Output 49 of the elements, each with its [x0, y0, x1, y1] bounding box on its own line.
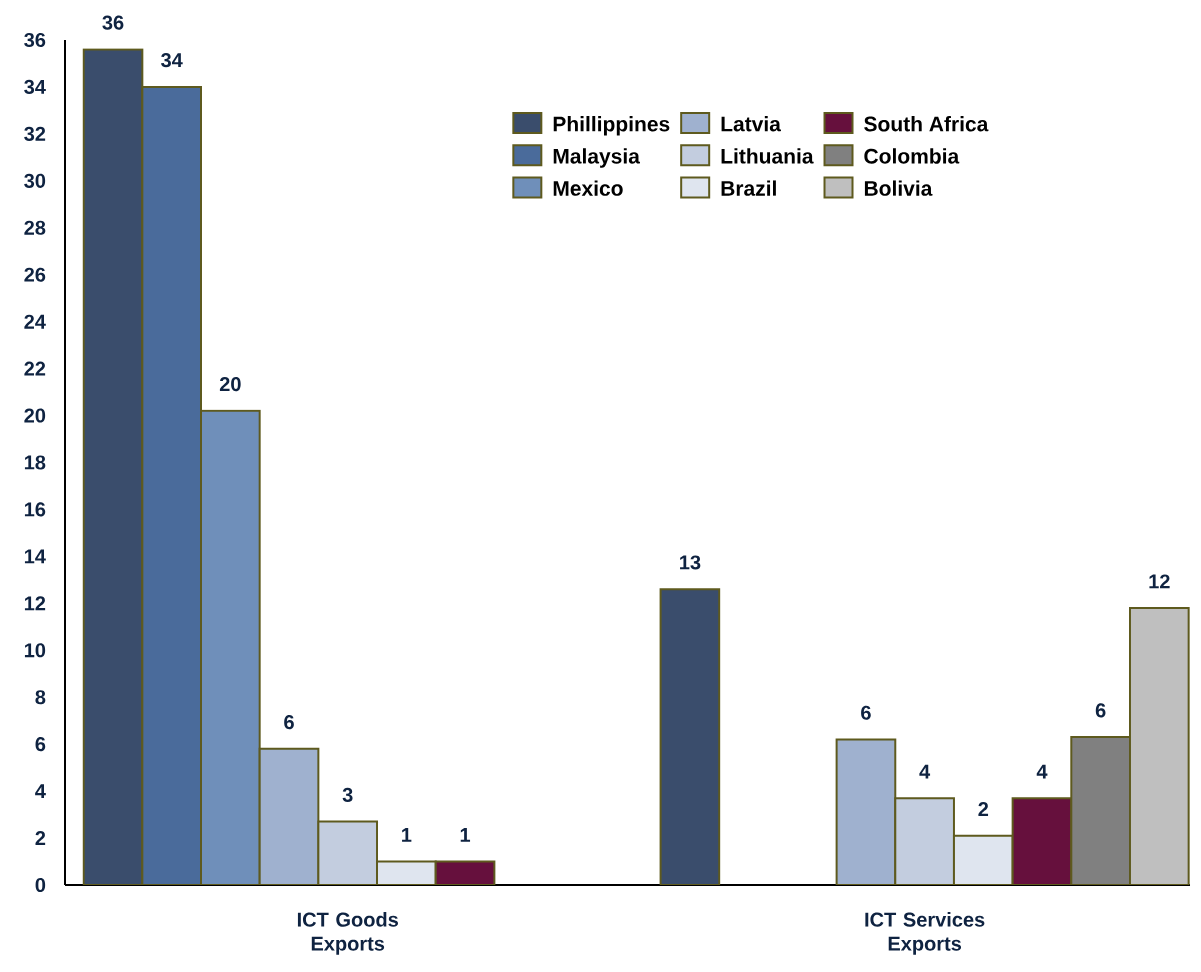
- data-label: 12: [1149, 574, 1170, 589]
- legend-label: Colombia: [864, 148, 960, 164]
- y-tick-label: 36: [24, 32, 46, 48]
- y-tick-label: 26: [24, 267, 46, 282]
- y-tick-label: 10: [24, 643, 46, 658]
- data-label: 20: [219, 377, 241, 392]
- y-tick-label: 6: [35, 737, 46, 752]
- bar: [952, 834, 1014, 885]
- legend-label: Latvia: [721, 116, 781, 132]
- data-label: 6: [1095, 703, 1106, 718]
- y-tick-label: 4: [35, 784, 46, 798]
- data-label: 36: [102, 15, 124, 30]
- y-tick-label: 34: [24, 79, 46, 95]
- data-label: 2: [978, 802, 989, 817]
- data-label: 13: [680, 555, 701, 570]
- bar: [1011, 797, 1073, 885]
- bar: [258, 747, 320, 885]
- y-tick-label: 8: [35, 690, 46, 705]
- data-label: 6: [284, 715, 294, 730]
- y-tick-label: 12: [24, 596, 46, 611]
- y-tick-label: 16: [24, 502, 46, 517]
- bar: [659, 588, 721, 885]
- x-tick-label: ICT Goods Exports: [297, 912, 399, 955]
- data-label: 1: [460, 828, 471, 842]
- data-label: 4: [919, 764, 931, 779]
- data-label: 6: [861, 705, 871, 720]
- legend-label: Malaysia: [553, 148, 640, 168]
- data-label: 34: [161, 53, 183, 68]
- y-tick-label: 28: [24, 220, 46, 235]
- legend-label: Bolivia: [864, 180, 933, 196]
- data-label: 1: [402, 828, 412, 842]
- y-tick-label: 2: [35, 831, 46, 846]
- legend-label: South Africa: [864, 116, 989, 132]
- y-tick-label: 32: [24, 126, 46, 141]
- y-tick-label: 22: [24, 361, 46, 376]
- y-tick-label: 0: [35, 877, 46, 893]
- y-tick-label: 20: [24, 408, 46, 423]
- data-label: 4: [1036, 764, 1048, 779]
- legend-label: Brazil: [721, 180, 776, 196]
- y-tick-label: 30: [24, 173, 46, 188]
- y-tick-label: 14: [24, 549, 46, 564]
- legend-label: Lithuania: [721, 148, 814, 164]
- legend-label: Phillippines: [553, 116, 670, 136]
- data-label: 3: [342, 787, 353, 802]
- x-tick-label: ICT Services Exports: [865, 912, 985, 955]
- legend-label: Mexico: [553, 180, 623, 196]
- y-tick-label: 24: [24, 314, 46, 329]
- bar: [835, 738, 897, 885]
- y-tick-label: 18: [24, 455, 46, 470]
